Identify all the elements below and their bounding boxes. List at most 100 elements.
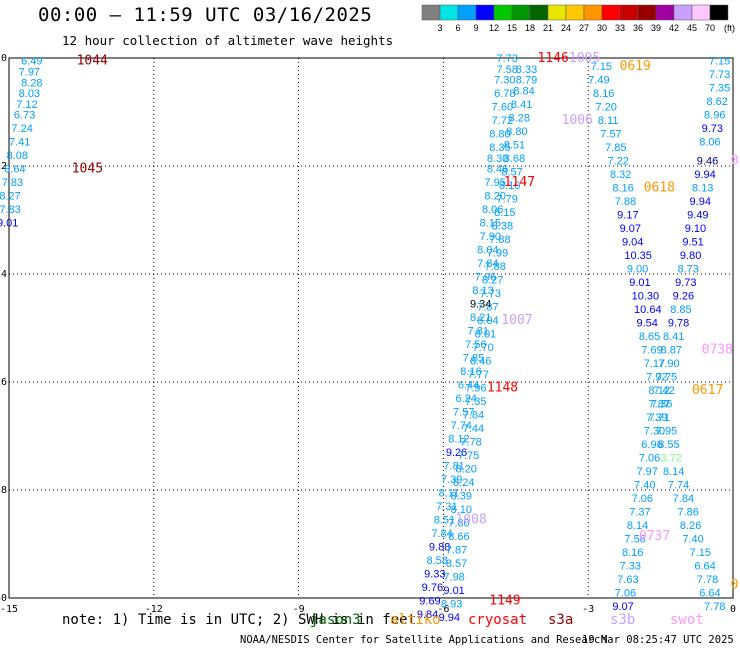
wave-height-label: 7.78 <box>697 574 718 586</box>
wave-height-label: 6.96 <box>641 439 662 451</box>
wave-height-label: 8.21 <box>470 312 491 324</box>
colorbar-tick-label: 21 <box>543 23 553 33</box>
wave-height-label: 9.94 <box>439 612 460 624</box>
wave-height-label: 7.56 <box>465 339 486 351</box>
pass-time-label: 0619 <box>620 59 651 74</box>
colorbar-tick-label: 18 <box>525 23 535 33</box>
colorbar-tick-label: 9 <box>473 23 478 33</box>
pass-time-label: 1146 <box>538 51 569 66</box>
pass-time-label: 0617 <box>692 383 723 398</box>
wave-height-label: 7.75 <box>656 372 677 384</box>
wave-height-label: 9.10 <box>685 223 706 235</box>
wave-height-label: 7.74 <box>668 480 689 492</box>
wave-height-label: 7.20 <box>595 102 616 114</box>
wave-height-label: 8.27 <box>482 274 503 286</box>
wave-height-label: 6.64 <box>699 588 720 600</box>
wave-height-label: 9.04 <box>622 237 643 249</box>
wave-height-label: 8.16 <box>460 366 481 378</box>
wave-height-label: 9.84 <box>417 609 438 621</box>
wave-height-label: 8.41 <box>511 99 532 111</box>
pass-time-label: 1008 <box>455 513 486 528</box>
colorbar-tick-label: 6 <box>455 23 460 33</box>
wave-height-label: 7.75 <box>458 450 479 462</box>
colorbar-tick-label: 36 <box>633 23 643 33</box>
wave-height-label: 7.33 <box>620 561 641 573</box>
wave-height-label: 7.84 <box>463 409 484 421</box>
wave-height-label: 7.39 <box>646 412 667 424</box>
wave-height-label: 8.65 <box>639 331 660 343</box>
wave-height-label: 8.10 <box>499 180 520 192</box>
colorbar-unit-label: (ft) <box>724 23 735 33</box>
colorbar-swatch <box>637 4 657 21</box>
wave-height-label: 10.35 <box>624 250 652 262</box>
wave-height-label: 8.96 <box>704 110 725 122</box>
wave-height-label: 8.27 <box>0 191 21 203</box>
wave-height-label: 8.16 <box>612 183 633 195</box>
wave-height-label: 9.17 <box>617 210 638 222</box>
wave-height-label: 7.60 <box>492 102 513 114</box>
colorbar-tick-label: 33 <box>615 23 625 33</box>
wave-height-label: 7.36 <box>651 399 672 411</box>
wave-height-label: 8.11 <box>598 115 619 127</box>
y-tick-label: -24 <box>0 269 7 280</box>
wave-height-label: 8.03 <box>19 88 40 100</box>
wave-height-label: 7.88 <box>615 196 636 208</box>
colorbar-swatch <box>475 4 495 21</box>
wave-height-label: 7.40 <box>682 534 703 546</box>
mission-label: s3a <box>548 612 574 628</box>
wave-height-label: 7.87 <box>446 544 467 556</box>
wave-height-label: 8.13 <box>472 285 493 297</box>
wave-height-label: 8.93 <box>441 598 462 610</box>
wave-height-label: 9.80 <box>680 250 701 262</box>
wave-height-label: 7.81 <box>443 461 464 473</box>
wave-height-label: 7.84 <box>477 258 498 270</box>
colorbar-swatch <box>421 4 441 21</box>
wave-height-label: 7.88 <box>484 261 505 273</box>
wave-height-label: 6.49 <box>21 56 42 68</box>
wave-height-label: 7.83 <box>2 177 23 189</box>
wave-height-label: 7.44 <box>463 423 484 435</box>
wave-height-label: 7.35 <box>709 83 730 95</box>
wave-height-label: 8.73 <box>677 264 698 276</box>
wave-height-label: 6.64 <box>694 561 715 573</box>
x-tick-label: -15 <box>0 604 18 615</box>
wave-height-label: 7.95 <box>656 426 677 438</box>
wave-height-label: 8.68 <box>504 153 525 165</box>
wave-height-label: 8.12 <box>649 385 670 397</box>
wave-height-label: 9.88 <box>429 542 450 554</box>
wave-height-label: 7.39 <box>441 474 462 486</box>
colorbar-swatch <box>529 4 549 21</box>
wave-height-label: 8.28 <box>509 112 530 124</box>
wave-height-label: 8.04 <box>477 245 498 257</box>
wave-height-label: 7.77 <box>468 369 489 381</box>
wave-height-label: 6.73 <box>14 110 35 122</box>
wave-height-label: 7.84 <box>673 493 694 505</box>
wave-height-label: 7.15 <box>591 61 612 73</box>
wave-height-label: 8.87 <box>661 345 682 357</box>
mission-label: swot <box>670 612 704 628</box>
pass-time-label: 1045 <box>72 162 103 177</box>
wave-height-label: 8.46 <box>487 164 508 176</box>
wave-height-label: 9.73 <box>675 277 696 289</box>
pass-time-label: 0737 <box>639 529 670 544</box>
wave-height-label: 7.85 <box>605 142 626 154</box>
colorbar-swatch <box>673 4 693 21</box>
wave-height-label: 9.78 <box>668 318 689 330</box>
wave-height-label: 8.41 <box>663 331 684 343</box>
colorbar-swatch <box>439 4 459 21</box>
wave-height-label: 7.88 <box>489 234 510 246</box>
wave-height-label: 9.51 <box>682 237 703 249</box>
pass-time-label: 1044 <box>77 54 108 69</box>
wave-height-label: 8.30 <box>487 153 508 165</box>
wave-height-label: 7.57 <box>453 407 474 419</box>
wave-height-label: 7.42 <box>653 385 674 397</box>
wave-height-label: 10.30 <box>632 291 660 303</box>
pass-time-label: 0 <box>731 154 739 169</box>
data-points: 6.497.978.288.037.126.737.247.418.088.64… <box>0 53 730 624</box>
wave-height-label: 7.30 <box>494 75 515 87</box>
colorbar-tick-label: 70 <box>705 23 715 33</box>
wave-height-label: 7.92 <box>646 372 667 384</box>
wave-height-label: 10.64 <box>634 304 662 316</box>
wave-height-label: 8.10 <box>451 504 472 516</box>
colorbar-tick-label: 27 <box>579 23 589 33</box>
